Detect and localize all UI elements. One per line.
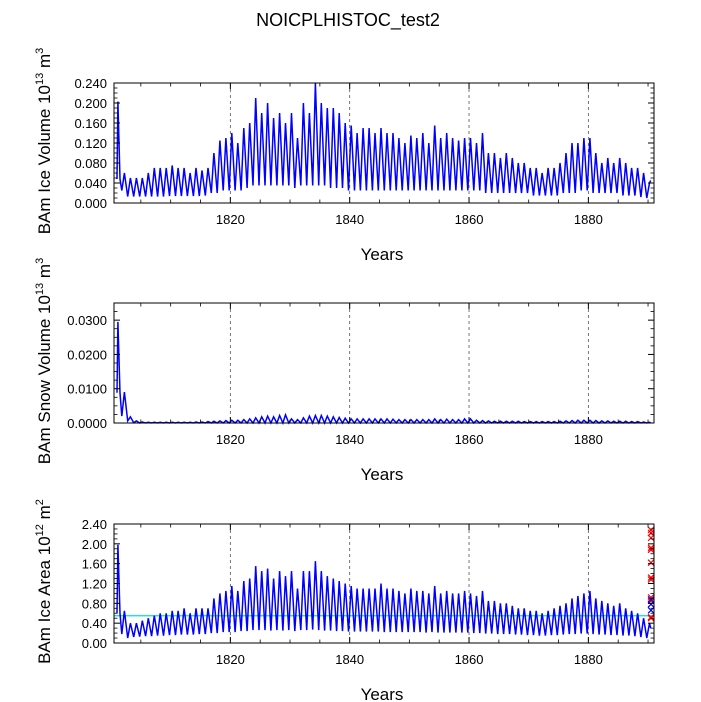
x-tick-label: 1840 — [335, 212, 364, 227]
marker-red-5 — [647, 559, 655, 567]
x-tick-label: 1840 — [335, 432, 364, 447]
x-axis-label-snow-volume: Years — [361, 465, 404, 484]
y-axis-label-main: BAm Ice Volume 10 — [35, 85, 54, 234]
panel-ice-area: 0.00 0.40 0.80 1.20 1.60 2.00 2.40 1820 1840 1860… — [34, 499, 655, 702]
y-tick-label: 0.080 — [74, 156, 107, 171]
y-tick-label: 0.160 — [74, 116, 107, 131]
series-line-ice-area — [116, 544, 652, 639]
y-tick-label: 1.20 — [82, 577, 107, 592]
y-axis-label-unit: m — [35, 264, 54, 283]
y-axis-label-ice-area: BAm Ice Area 1012 m2 — [34, 499, 54, 664]
y-axis-label-main: BAm Snow Volume 10 — [35, 295, 54, 464]
x-tick-label: 1820 — [216, 212, 245, 227]
y-tick-label: 0.80 — [82, 596, 107, 611]
series-line-snow-volume — [116, 321, 652, 426]
y-tick-label: 2.00 — [82, 537, 107, 552]
x-tick-label: 1880 — [574, 212, 603, 227]
axis-ticks-ice-volume: 0.000 0.040 0.080 0.120 0.160 0.200 0.240 1820 1… — [74, 76, 654, 227]
y-axis-label-unit: m — [35, 54, 54, 73]
y-axis-label-exponent: 13 — [34, 283, 46, 295]
y-tick-label: 0.240 — [74, 76, 107, 91]
y-axis-label-unit-exponent: 3 — [34, 258, 46, 264]
marker-red-1 — [647, 529, 655, 537]
y-axis-label-ice-volume: BAm Ice Volume 1013 m3 — [34, 48, 54, 235]
y-tick-label: 0.0000 — [67, 416, 107, 431]
marker-blue-1 — [647, 600, 655, 608]
y-axis-label-snow-volume: BAm Snow Volume 1013 m3 — [34, 258, 54, 464]
y-tick-label: 1.60 — [82, 557, 107, 572]
panel-ice-volume: 0.000 0.040 0.080 0.120 0.160 0.200 0.240 1820 1… — [34, 48, 655, 264]
axis-ticks-snow-volume: 0.0000 0.0100 0.0200 0.0300 1820 1840 1860 1880 — [67, 302, 654, 447]
y-tick-label: 0.40 — [82, 616, 107, 631]
marker-red-7 — [647, 576, 655, 583]
y-axis-label-unit-exponent: 2 — [34, 499, 46, 505]
axis-ticks-ice-area: 0.00 0.40 0.80 1.20 1.60 2.00 2.40 1820 1840 1860… — [82, 517, 654, 667]
x-tick-label: 1820 — [216, 432, 245, 447]
y-axis-label-exponent: 12 — [34, 524, 46, 536]
grid-lines-ice-volume — [229, 83, 589, 203]
marker-red-0 — [647, 526, 655, 534]
y-tick-label: 0.200 — [74, 96, 107, 111]
x-tick-label: 1880 — [574, 432, 603, 447]
x-tick-label: 1880 — [574, 652, 603, 667]
marker-red-10 — [647, 613, 655, 621]
grid-lines-snow-volume — [229, 303, 589, 423]
x-tick-label: 1860 — [455, 432, 484, 447]
marker-red-2 — [647, 534, 655, 542]
series-line-ice-volume — [116, 82, 652, 199]
panel-snow-volume: 0.0000 0.0100 0.0200 0.0300 1820 1840 1860 1880… — [34, 258, 655, 484]
x-tick-label: 1840 — [335, 652, 364, 667]
x-axis-label-ice-area: Years — [361, 685, 404, 702]
marker-blue-0 — [647, 595, 655, 603]
figure-title: NOICPLHISTOC_test2 — [256, 10, 440, 31]
y-tick-label: 0.0200 — [67, 347, 107, 362]
x-tick-label: 1860 — [455, 212, 484, 227]
y-tick-label: 0.040 — [74, 176, 107, 191]
y-tick-label: 0.0300 — [67, 313, 107, 328]
y-tick-label: 0.000 — [74, 196, 107, 211]
x-axis-label-ice-volume: Years — [361, 245, 404, 264]
x-tick-label: 1820 — [216, 652, 245, 667]
marker-red-6 — [647, 574, 655, 581]
marker-red-4 — [647, 546, 655, 554]
grid-lines-ice-area — [229, 524, 589, 643]
y-tick-label: 0.0100 — [67, 382, 107, 397]
y-axis-label-main: BAm Ice Area 10 — [35, 536, 54, 664]
plot-frame-snow-volume — [113, 302, 655, 424]
marker-red-3 — [647, 544, 655, 552]
y-tick-label: 0.120 — [74, 136, 107, 151]
y-axis-label-unit: m — [35, 505, 54, 524]
y-tick-label: 0.00 — [82, 636, 107, 651]
y-axis-label-exponent: 13 — [34, 73, 46, 85]
marker-group-ice-area — [647, 526, 655, 622]
y-axis-label-unit-exponent: 3 — [34, 48, 46, 54]
x-tick-label: 1860 — [455, 652, 484, 667]
y-tick-label: 2.40 — [82, 517, 107, 532]
